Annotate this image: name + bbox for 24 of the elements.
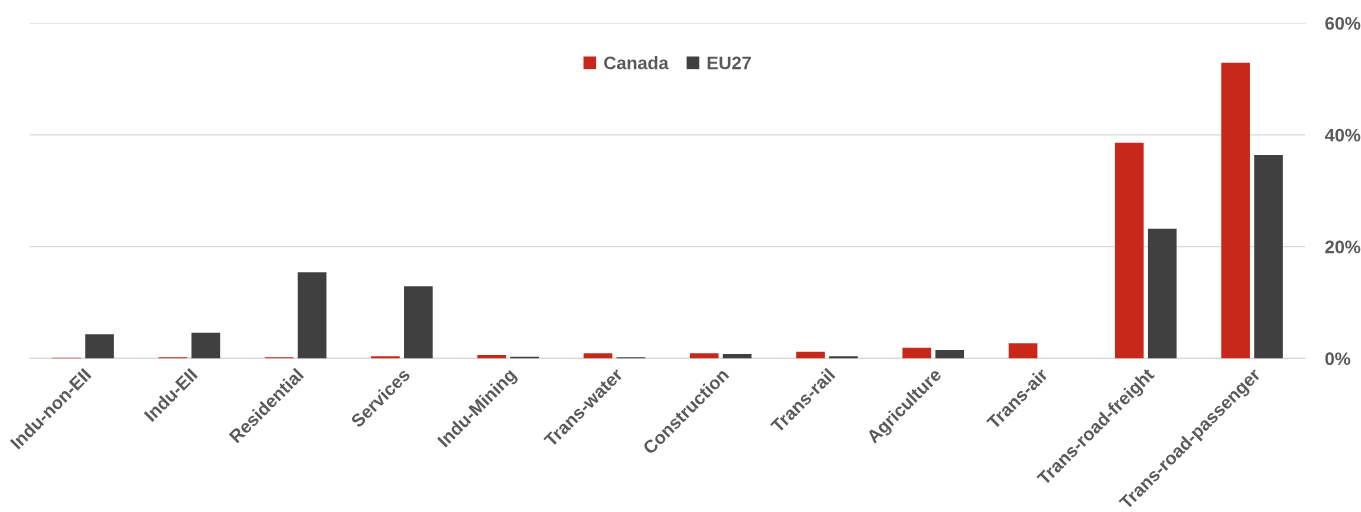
bar xyxy=(935,350,965,359)
bar xyxy=(477,355,507,359)
y-tick-label: 40% xyxy=(1324,128,1361,142)
bar xyxy=(297,272,327,359)
bar xyxy=(829,356,858,359)
bar xyxy=(1114,142,1144,359)
bar xyxy=(1008,343,1038,359)
legend-label: EU27 xyxy=(707,56,751,70)
bar xyxy=(371,356,400,359)
legend-label: Canada xyxy=(604,56,669,70)
bar xyxy=(85,334,114,359)
bar xyxy=(1254,154,1283,359)
bar xyxy=(722,353,752,359)
bar xyxy=(796,351,825,359)
bar xyxy=(583,353,613,359)
y-tick-label: 0% xyxy=(1325,352,1351,366)
y-tick-label: 20% xyxy=(1325,240,1361,254)
bar xyxy=(1221,62,1250,359)
bar xyxy=(689,353,719,359)
bar xyxy=(902,347,932,359)
bar xyxy=(191,332,221,359)
bar xyxy=(404,286,433,359)
bar xyxy=(1147,228,1177,359)
y-tick-label: 60% xyxy=(1325,16,1361,30)
